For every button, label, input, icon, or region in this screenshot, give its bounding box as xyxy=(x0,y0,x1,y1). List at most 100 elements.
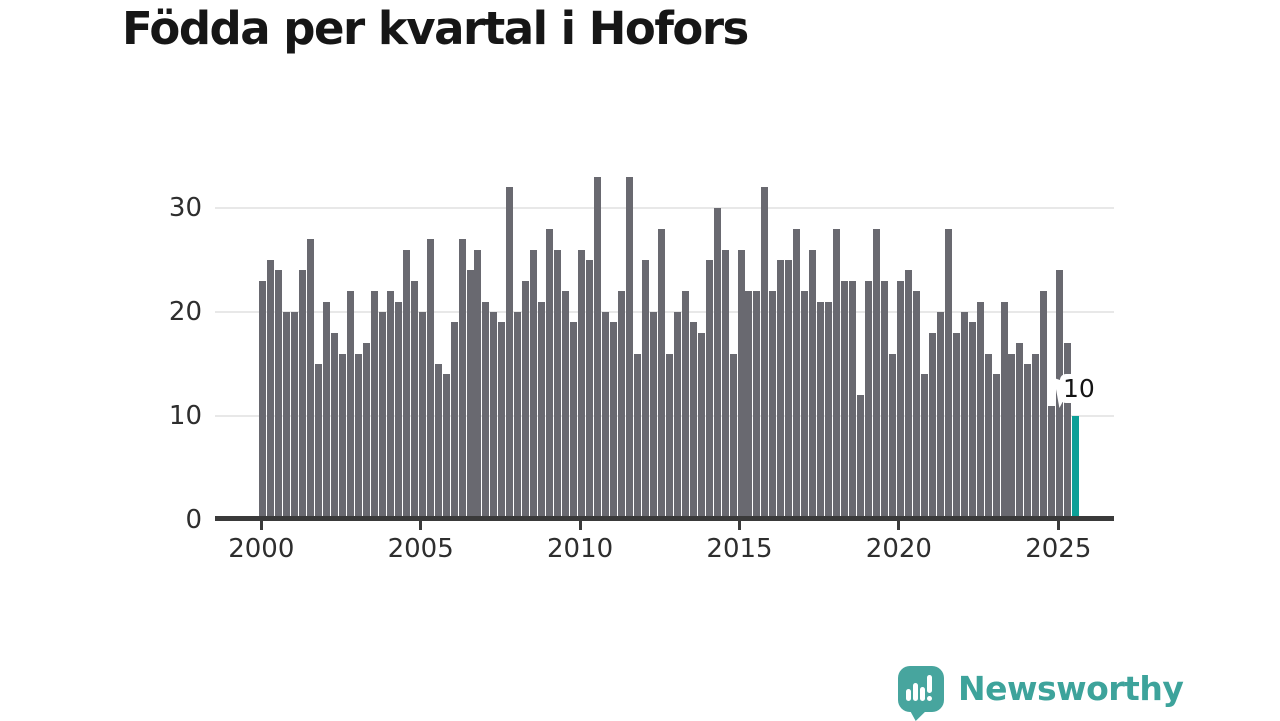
x-tick-label: 2020 xyxy=(865,534,932,564)
bar xyxy=(1032,353,1040,520)
bar xyxy=(657,228,665,520)
x-tick xyxy=(259,521,263,530)
bar xyxy=(538,301,546,520)
bar xyxy=(506,187,514,520)
bar xyxy=(586,260,594,520)
bar xyxy=(466,270,474,520)
bar xyxy=(753,291,761,520)
bar xyxy=(1000,301,1008,520)
y-tick-label: 10 xyxy=(168,401,202,431)
bar xyxy=(705,260,713,520)
bar xyxy=(841,280,849,520)
bar xyxy=(944,228,952,520)
bar xyxy=(554,249,562,520)
bar xyxy=(880,280,888,520)
bar xyxy=(490,312,498,520)
chart-title: Födda per kvartal i Hofors xyxy=(122,2,749,55)
y-tick-label: 20 xyxy=(168,297,202,327)
bar xyxy=(761,187,769,520)
bar xyxy=(594,176,602,520)
bar xyxy=(641,260,649,520)
bar xyxy=(1040,291,1048,520)
bar xyxy=(737,249,745,520)
bar xyxy=(649,312,657,520)
y-tick-label: 0 xyxy=(185,505,202,535)
bar xyxy=(474,249,482,520)
logo-wordmark: Newsworthy xyxy=(958,669,1184,708)
bar xyxy=(625,176,633,520)
x-tick-label: 2010 xyxy=(547,534,614,564)
bar xyxy=(928,332,936,520)
x-tick xyxy=(897,521,901,530)
y-tick-label: 30 xyxy=(168,193,202,223)
logo-chart-bar-icon xyxy=(920,687,925,701)
x-tick-label: 2005 xyxy=(387,534,454,564)
bar xyxy=(872,228,880,520)
bar xyxy=(920,374,928,520)
bar xyxy=(1008,353,1016,520)
bar xyxy=(697,332,705,520)
bar xyxy=(617,291,625,520)
bar xyxy=(370,291,378,520)
bar xyxy=(912,291,920,520)
bar xyxy=(378,312,386,520)
bar-latest-quarter xyxy=(1072,416,1080,520)
bar xyxy=(976,301,984,520)
bar xyxy=(307,239,315,520)
logo-chart-bar-icon xyxy=(913,683,918,701)
gridline-30 xyxy=(215,207,1114,209)
bar xyxy=(865,280,873,520)
x-tick xyxy=(419,521,423,530)
logo-chart-bar-icon xyxy=(906,689,911,701)
bar xyxy=(713,208,721,520)
bar xyxy=(689,322,697,520)
bar xyxy=(450,322,458,520)
bar xyxy=(418,312,426,520)
bar xyxy=(386,291,394,520)
x-axis-line xyxy=(215,516,1114,521)
logo-exclamation-icon xyxy=(927,675,932,693)
bar xyxy=(514,312,522,520)
bar xyxy=(992,374,1000,520)
bar xyxy=(952,332,960,520)
x-tick-label: 2000 xyxy=(228,534,295,564)
bar xyxy=(315,364,323,520)
x-tick-label: 2015 xyxy=(706,534,773,564)
bar xyxy=(801,291,809,520)
x-tick xyxy=(578,521,582,530)
bar xyxy=(602,312,609,520)
bar xyxy=(1024,364,1032,520)
bar xyxy=(1064,343,1072,520)
bar xyxy=(283,312,291,520)
bar xyxy=(904,270,912,520)
bar xyxy=(339,353,346,520)
bar xyxy=(825,301,833,520)
bar xyxy=(968,322,976,520)
bar xyxy=(633,353,641,520)
bar xyxy=(578,249,586,520)
bar xyxy=(530,249,538,520)
bar xyxy=(729,353,737,520)
bar xyxy=(267,260,275,520)
bar xyxy=(346,291,354,520)
bar xyxy=(849,280,857,520)
bar xyxy=(394,301,402,520)
bar xyxy=(434,364,442,520)
bar xyxy=(888,353,896,520)
bar xyxy=(809,249,817,520)
bar xyxy=(721,249,729,520)
bar xyxy=(1016,343,1024,520)
bar xyxy=(777,260,785,520)
bar xyxy=(936,312,944,520)
x-tick-label: 2025 xyxy=(1025,534,1092,564)
bar xyxy=(896,280,904,520)
bar xyxy=(354,353,362,520)
bar xyxy=(323,301,331,520)
bar xyxy=(984,353,992,520)
bar xyxy=(833,228,841,520)
bar xyxy=(426,239,434,520)
bar xyxy=(785,260,793,520)
logo-exclamation-dot-icon xyxy=(927,696,932,701)
